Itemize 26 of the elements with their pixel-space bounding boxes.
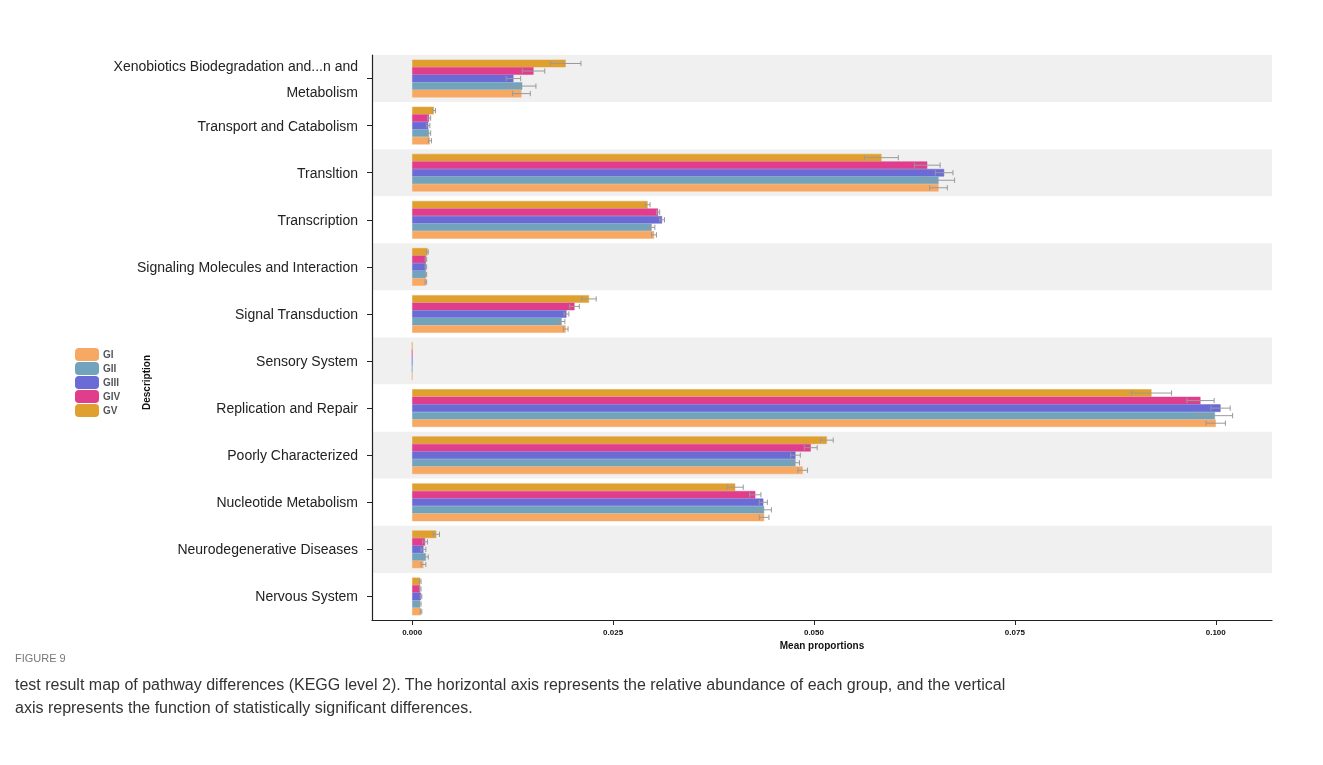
y-tick-label: Transltion (297, 164, 358, 181)
x-tick-label: 0.100 (1205, 627, 1227, 637)
x-tick-label: 0.025 (603, 627, 624, 637)
x-tick-label: 0.050 (803, 627, 825, 637)
legend-label: GV (103, 405, 118, 416)
legend-label: GII (103, 363, 117, 374)
x-tick-label: 0.000 (402, 627, 423, 637)
y-axis-title: Description (140, 354, 152, 410)
y-tick-label: Xenobiotics Biodegradation and...n and Metabolism (113, 57, 358, 100)
x-axis-title: Mean proportions (779, 640, 865, 652)
caption: FIGURE 9 (15, 651, 66, 664)
y-tick-label: Transport and Catabolism (197, 117, 358, 134)
text: test result map of pathway differences (KEGG level 2). The horizontal axis represents the relative abundance of each group, and the vertical axis represents the function of statistically significant differences. (15, 676, 1006, 716)
legend-label: GI (103, 349, 114, 360)
y-tick-label: Signaling Molecules and Interaction (136, 258, 358, 275)
y-tick-label: Nucleotide Metabolism (216, 494, 358, 511)
y-tick-label: Poorly Characterized (227, 447, 358, 464)
y-tick-label: Neurodegenerative Diseases (177, 541, 358, 558)
x-tick-label: 0.075 (1004, 627, 1026, 637)
y-tick-label: Sensory System (256, 353, 358, 370)
legend-label: GIII (103, 377, 120, 388)
y-tick-label: Replication and Repair (216, 400, 359, 417)
y-tick-label: Signal Transduction (235, 305, 358, 322)
y-tick-label: Nervous System (255, 588, 358, 605)
legend-label: GIV (103, 391, 121, 402)
y-tick-label: Transcription (277, 211, 358, 228)
